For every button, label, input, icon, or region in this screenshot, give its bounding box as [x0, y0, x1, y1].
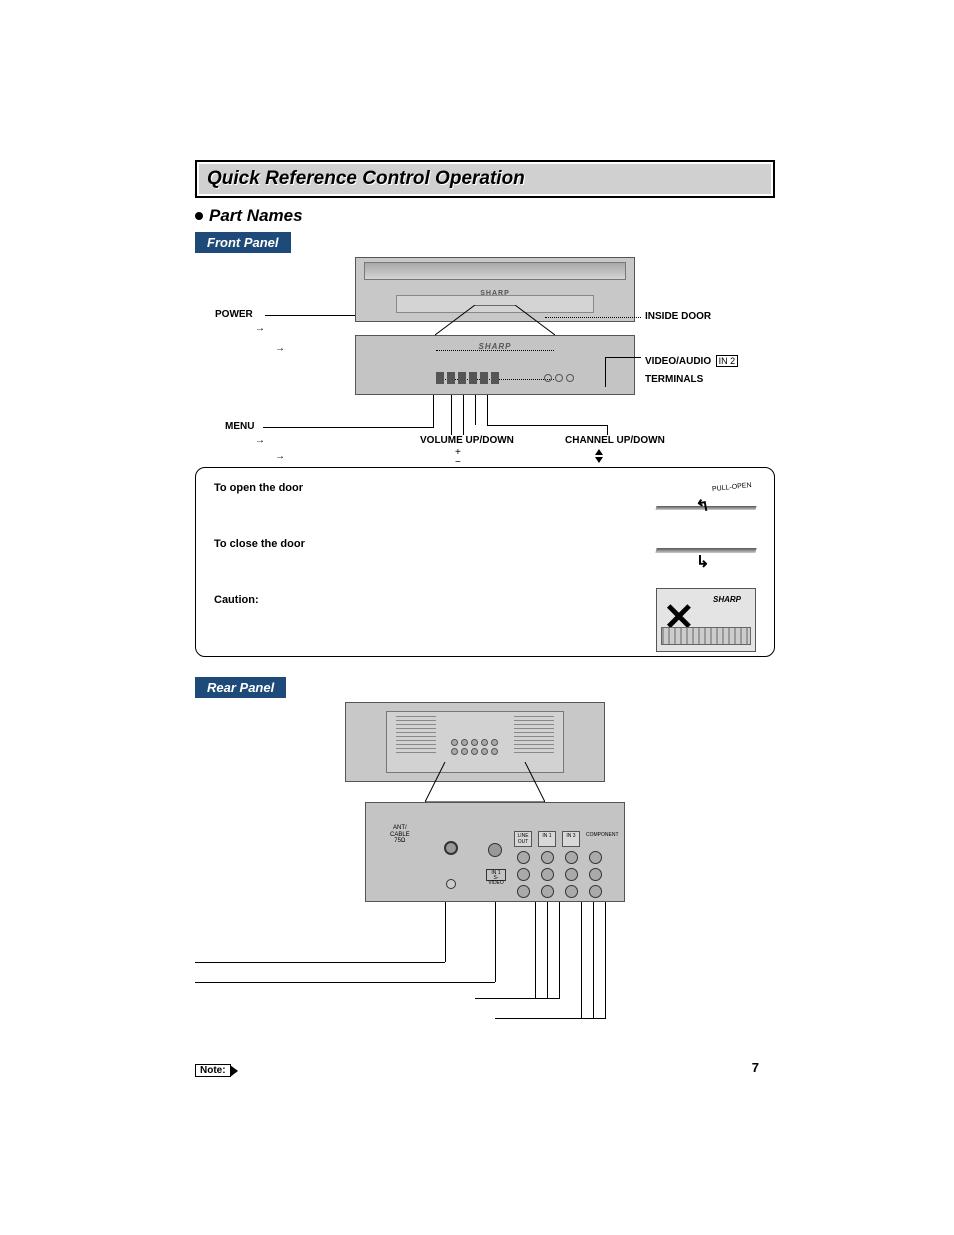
coax-jack-2	[446, 879, 456, 889]
hdr-in3: IN 3	[562, 831, 580, 847]
arrow-power-2: →	[275, 343, 285, 354]
note-tag: Note:	[195, 1064, 231, 1077]
label-power: POWER	[215, 309, 253, 320]
rear-leader-4c	[605, 902, 606, 1018]
leader-ch-1	[475, 395, 476, 425]
rear-leader-4a	[581, 902, 582, 1018]
pull-open-text: PULL-OPEN	[712, 482, 752, 493]
leader-vol-1	[451, 395, 452, 435]
svideo-label-box: IN 1 S-VIDEO	[486, 869, 506, 881]
rear-tv-jacks	[451, 739, 499, 755]
rear-panel-diagram: ANT/ CABLE 75Ω IN 1 S-VIDEO LINE OUT IN …	[195, 702, 775, 1042]
vent-left	[396, 713, 436, 753]
pull-open-illustration: PULL-OPEN ↰	[656, 478, 756, 524]
section-title: Quick Reference Control Operation	[199, 164, 771, 194]
receiver-unit: SHARP	[355, 335, 635, 395]
hdr-component: COMPONENT	[586, 831, 604, 847]
arrow-menu-2: →	[275, 451, 285, 462]
label-video-audio: VIDEO/AUDIO	[645, 356, 711, 367]
page-number: 7	[752, 1060, 759, 1075]
rear-panel-section: Rear Panel ANT/ CABLE 75Ω	[195, 677, 775, 1042]
subheading-text: Part Names	[209, 206, 303, 226]
leader-va-v	[605, 357, 606, 387]
ant-cable-label: ANT/ CABLE 75Ω	[390, 825, 410, 845]
leader-inside-door	[545, 317, 641, 318]
rear-leader-1	[445, 902, 446, 962]
front-button-row	[436, 372, 499, 384]
caution-illustration: ✕ SHARP	[656, 588, 756, 652]
label-in2-box: IN 2	[716, 355, 739, 367]
leader-vol-2	[463, 395, 464, 435]
rear-leader-4h	[495, 1018, 606, 1019]
hdr-line-out: LINE OUT	[514, 831, 532, 847]
leader-va-h	[605, 357, 641, 358]
bullet-icon	[195, 212, 203, 220]
door-outline-top	[436, 350, 554, 351]
caution-slot	[661, 627, 751, 645]
leader-ch-h	[487, 425, 607, 426]
rear-panel-badge: Rear Panel	[195, 677, 286, 698]
rear-leader-2h	[195, 982, 495, 983]
channel-down-icon	[595, 457, 603, 463]
close-arrow-icon: ↳	[696, 552, 709, 572]
rear-receiver-unit: ANT/ CABLE 75Ω IN 1 S-VIDEO LINE OUT IN …	[365, 802, 625, 902]
channel-up-icon	[595, 449, 603, 455]
pull-open-arrow-icon: ↰	[694, 495, 711, 517]
hdr-in1: IN 1	[538, 831, 556, 847]
arrow-power: →	[255, 323, 265, 334]
tv-screen	[364, 262, 626, 280]
rear-leader-4b	[593, 902, 594, 1018]
leader-ch-2	[487, 395, 488, 425]
front-jack-row	[544, 374, 574, 382]
door-instructions-box: To open the door To close the door Cauti…	[195, 467, 775, 657]
front-panel-badge: Front Panel	[195, 232, 291, 253]
rear-leader-3b	[547, 902, 548, 998]
front-panel-diagram: SHARP SHARP POWER → → MENU → → VOLUME UP…	[195, 257, 775, 467]
rear-leader-1h	[195, 962, 445, 963]
label-channel: CHANNEL UP/DOWN	[565, 435, 665, 446]
label-video-audio-block: VIDEO/AUDIO IN 2 TERMINALS	[645, 351, 738, 387]
rear-leader-3c	[559, 902, 560, 998]
leader-menu-h	[263, 427, 433, 428]
close-door-illustration: ↳	[656, 538, 756, 584]
coax-jack	[444, 841, 458, 855]
label-terminals: TERMINALS	[645, 374, 703, 385]
arrow-menu: →	[255, 435, 265, 446]
callout-triangle	[435, 305, 555, 341]
section-title-box: Quick Reference Control Operation	[195, 160, 775, 198]
vent-right	[514, 713, 554, 753]
rear-leader-3a	[535, 902, 536, 998]
rear-jack-grid: LINE OUT IN 1 IN 3 COMPONENT	[514, 831, 604, 898]
note-row: Note:	[195, 1060, 775, 1078]
rear-leader-3h	[475, 998, 560, 999]
svideo-jack	[488, 843, 502, 857]
label-inside-door: INSIDE DOOR	[645, 311, 711, 322]
leader-power	[265, 315, 355, 316]
leader-ch-v	[607, 425, 608, 435]
subheading-part-names: Part Names	[195, 206, 775, 226]
caution-sharp-logo: SHARP	[713, 595, 741, 604]
label-volume: VOLUME UP/DOWN	[420, 435, 514, 446]
rear-leader-2	[495, 902, 496, 982]
leader-menu-v	[433, 395, 434, 428]
label-menu: MENU	[225, 421, 254, 432]
